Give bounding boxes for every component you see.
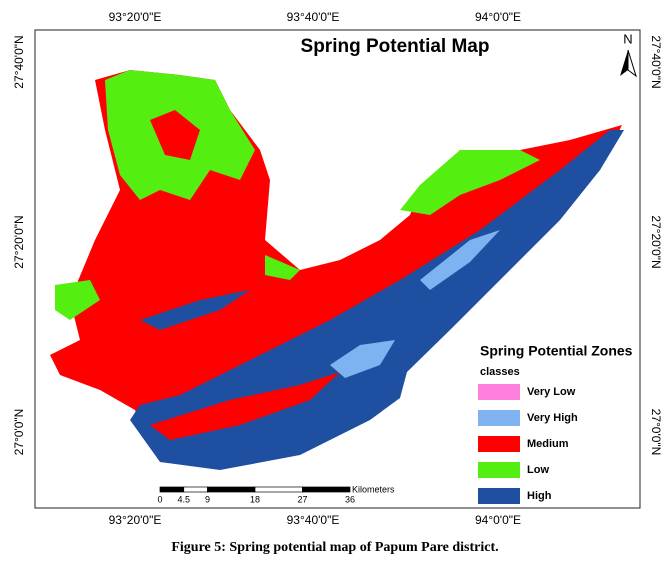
top-label: 93°20'0"E [109,10,162,24]
legend-title: Spring Potential Zones [480,343,633,359]
scale-unit: Kilometers [352,484,395,494]
scale-tick-label: 36 [345,494,355,504]
very-high-zone [420,230,500,290]
right-label: 27°40'0"N [649,35,663,88]
top-label: 94°0'0"E [475,10,521,24]
high-zone [130,130,624,470]
legend-label: Very High [527,412,578,424]
high-zone [140,290,250,330]
scale-bar: Kilometers 0 4.5 9 18 27 36 [157,484,395,504]
bottom-label: 94°0'0"E [475,513,521,527]
legend-label: Low [527,464,549,476]
left-label: 27°0'0"N [12,409,26,456]
low-zone [400,150,540,215]
legend-label: High [527,490,552,502]
left-label: 27°40'0"N [12,35,26,88]
left-label: 27°20'0"N [12,215,26,268]
legend-swatch [478,436,520,452]
scale-tick-label: 4.5 [177,494,190,504]
legend-subtitle: classes [480,366,520,378]
scale-tick-label: 0 [157,494,162,504]
scale-segment [207,486,256,493]
scale-segment [302,486,351,493]
medium-zone [150,110,200,160]
map-title: Spring Potential Map [301,36,490,57]
legend: Spring Potential Zones classes Very Low V… [478,343,633,504]
arrow-right [627,49,637,78]
arrow-left [620,50,628,76]
coordinate-labels: 93°20'0"E 93°20'0"E 93°40'0"E 93°40'0"E 94°0… [12,10,663,527]
scale-tick-label: 9 [205,494,210,504]
legend-swatch [478,410,520,426]
legend-swatch [478,462,520,478]
scale-tick-label: 18 [250,494,260,504]
scale-tick-label: 27 [297,494,307,504]
caption: Figure 5: Spring potential map of Papum … [171,540,498,555]
right-label: 27°20'0"N [649,215,663,268]
map-body [50,70,624,470]
scale-segment [159,486,185,493]
north-label: N [623,31,632,46]
bottom-label: 93°40'0"E [287,513,340,527]
very-high-zone [330,340,395,378]
north-arrow: N [620,31,637,78]
legend-swatch [478,488,520,504]
low-zone [55,280,100,320]
bottom-label: 93°20'0"E [109,513,162,527]
low-zone [265,255,300,280]
scale-segment [254,486,303,493]
legend-swatch [478,384,520,400]
legend-label: Medium [527,438,569,450]
top-label: 93°40'0"E [287,10,340,24]
right-label: 27°0'0"N [649,409,663,456]
legend-label: Very Low [527,386,576,398]
medium-zone [150,372,340,440]
scale-segment [183,486,208,493]
